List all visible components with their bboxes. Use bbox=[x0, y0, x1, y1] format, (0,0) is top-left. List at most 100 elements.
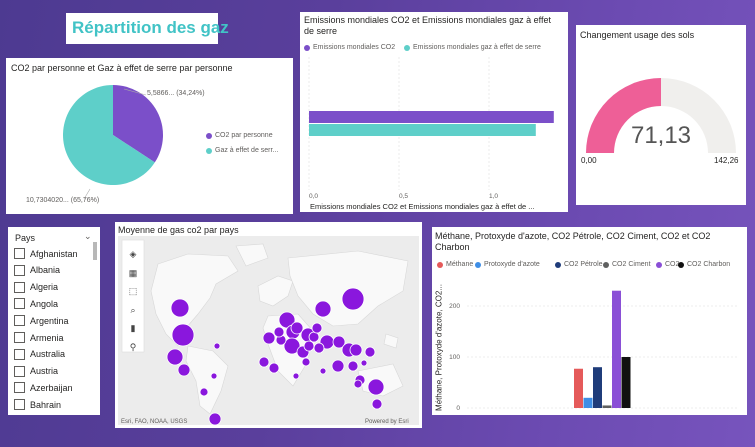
map-bubble[interactable] bbox=[308, 331, 320, 343]
map-bubble[interactable] bbox=[170, 298, 190, 318]
slicer-item-label: Algeria bbox=[30, 282, 59, 293]
gas-bar-3[interactable] bbox=[602, 405, 612, 408]
gas-bar-5[interactable] bbox=[621, 357, 631, 408]
pin-icon[interactable]: ⚲ bbox=[129, 341, 137, 352]
gas-legend-item[interactable]: CO2 Charbon bbox=[678, 261, 730, 268]
emissions-chart-title: Emissions mondiales CO2 et Emissions mon… bbox=[304, 15, 551, 36]
map-bubble[interactable] bbox=[314, 300, 332, 318]
grid-select-icon[interactable]: ▦ bbox=[128, 267, 138, 278]
slicer-item[interactable]: Australia bbox=[14, 348, 65, 360]
map-bubble[interactable] bbox=[171, 323, 195, 347]
map-title: Moyenne de gas co2 par pays bbox=[118, 225, 239, 235]
map-bubble[interactable] bbox=[347, 360, 359, 372]
map-bubble[interactable] bbox=[319, 367, 327, 375]
country-slicer: Pays ⌄ Afghanistan Albania Algeria Angola Ar… bbox=[8, 227, 100, 415]
gas-legend-item[interactable]: Protoxyde d'azote bbox=[475, 261, 540, 268]
emissions-legend-ges[interactable]: Emissions mondiales gaz à effet de serre bbox=[404, 44, 541, 51]
checkbox[interactable] bbox=[14, 315, 25, 327]
map-bubble[interactable] bbox=[262, 331, 276, 345]
emissions-legend-co2[interactable]: Emissions mondiales CO2 bbox=[304, 44, 395, 51]
checkbox[interactable] bbox=[14, 264, 25, 276]
slicer-item[interactable]: Algeria bbox=[14, 281, 59, 293]
map-bubble[interactable] bbox=[364, 346, 376, 358]
map-bubble[interactable] bbox=[331, 359, 345, 373]
search-icon[interactable]: ⌕ bbox=[130, 304, 136, 315]
slicer-item[interactable]: Afghanistan bbox=[14, 248, 78, 259]
checkbox[interactable] bbox=[14, 365, 25, 377]
checkbox[interactable] bbox=[14, 332, 25, 343]
gas-bar-2[interactable] bbox=[593, 367, 602, 408]
slicer-item[interactable]: Bahrain bbox=[14, 399, 61, 411]
checkbox[interactable] bbox=[14, 248, 25, 259]
checkbox[interactable] bbox=[14, 348, 25, 360]
layers-icon[interactable]: ◈ bbox=[129, 249, 137, 259]
gas-y-tick: 200 bbox=[449, 303, 460, 310]
map-bubble[interactable] bbox=[311, 322, 323, 334]
map-bubble[interactable] bbox=[273, 326, 285, 338]
map-bubble[interactable] bbox=[199, 387, 209, 397]
histogram-icon[interactable]: ▮ bbox=[130, 323, 136, 333]
map-bubble[interactable] bbox=[268, 362, 280, 374]
slicer-item-label: Azerbaijan bbox=[30, 382, 73, 393]
map-bubble[interactable] bbox=[283, 337, 301, 355]
pie-leader-line bbox=[83, 188, 91, 200]
map-powered-by: Powered by Esri bbox=[365, 419, 409, 425]
legend-dot bbox=[603, 261, 609, 268]
slicer-item[interactable]: Albania bbox=[14, 264, 60, 276]
map-bubble[interactable] bbox=[360, 359, 368, 367]
map-bubble[interactable] bbox=[313, 342, 325, 354]
map-bubble[interactable] bbox=[258, 356, 270, 368]
map-toolbar-bg bbox=[121, 239, 145, 353]
gas-bar-0[interactable] bbox=[574, 368, 583, 408]
emissions-bar-1[interactable] bbox=[309, 124, 536, 136]
pie-legend-ges[interactable]: Gaz à effet de serr... bbox=[206, 147, 278, 154]
legend-label: CO2 Pétrole bbox=[564, 261, 603, 268]
map-bubble[interactable] bbox=[210, 372, 218, 380]
map-bubble[interactable] bbox=[292, 372, 300, 380]
slicer-item[interactable]: Austria bbox=[14, 365, 58, 377]
map-bubble[interactable] bbox=[290, 321, 304, 335]
gas-legend-item[interactable]: CO2 bbox=[656, 261, 679, 268]
slicer-scrollbar[interactable] bbox=[93, 242, 97, 260]
slicer-item[interactable]: Azerbaijan bbox=[14, 382, 73, 394]
map-bubble[interactable] bbox=[166, 348, 184, 366]
map-bubble[interactable] bbox=[301, 357, 311, 367]
map-bubble[interactable] bbox=[353, 379, 363, 389]
gas-bar-4[interactable] bbox=[612, 290, 621, 408]
emissions-x-tick: 0,0 bbox=[309, 193, 318, 200]
slicer-item[interactable]: Angola bbox=[14, 298, 58, 310]
map-bubble[interactable] bbox=[332, 335, 346, 349]
pie-slice-1[interactable] bbox=[62, 85, 155, 185]
map-bubble[interactable] bbox=[208, 412, 222, 425]
map-bubble[interactable] bbox=[213, 342, 221, 350]
checkbox[interactable] bbox=[14, 298, 25, 310]
gauge-chart bbox=[586, 78, 736, 153]
gauge-card: Changement usage des sols 71,13 0,00 142… bbox=[576, 25, 746, 205]
map-bubble[interactable] bbox=[341, 287, 365, 311]
chevron-down-icon[interactable]: ⌄ bbox=[84, 231, 92, 241]
gas-bar-chart-title: Méthane, Protoxyde d'azote, CO2 Pétrole,… bbox=[435, 231, 711, 252]
gas-legend-item[interactable]: CO2 Ciment bbox=[603, 261, 651, 268]
checkbox[interactable] bbox=[14, 399, 25, 411]
gas-legend-item[interactable]: CO2 Pétrole bbox=[555, 261, 603, 268]
map-bubble[interactable] bbox=[371, 398, 383, 410]
gas-bar-1[interactable] bbox=[583, 397, 593, 408]
pie-legend-co2[interactable]: CO2 par personne bbox=[206, 132, 273, 139]
rect-select-icon[interactable]: ⬚ bbox=[128, 286, 138, 296]
map-bubble[interactable] bbox=[177, 363, 191, 377]
gas-legend-item[interactable]: Méthane bbox=[437, 261, 473, 268]
gauge-fill bbox=[586, 78, 661, 153]
emissions-bar-0[interactable] bbox=[309, 111, 554, 123]
checkbox[interactable] bbox=[14, 382, 25, 394]
checkbox[interactable] bbox=[14, 281, 25, 293]
pie-label-ges: 10,7304020... (65,76%) bbox=[26, 197, 100, 204]
slicer-item[interactable]: Armenia bbox=[14, 332, 64, 343]
pie-slice-0[interactable] bbox=[113, 85, 163, 163]
map-bubble[interactable] bbox=[303, 340, 315, 352]
map-bubble[interactable] bbox=[367, 378, 385, 396]
slicer-item-label: Argentina bbox=[30, 315, 69, 326]
map-bubble[interactable] bbox=[349, 343, 363, 357]
slicer-item[interactable]: Argentina bbox=[14, 315, 69, 327]
world-map[interactable] bbox=[118, 236, 419, 425]
emissions-bar-chart: 0,0 0,5 1,0 bbox=[308, 57, 554, 200]
